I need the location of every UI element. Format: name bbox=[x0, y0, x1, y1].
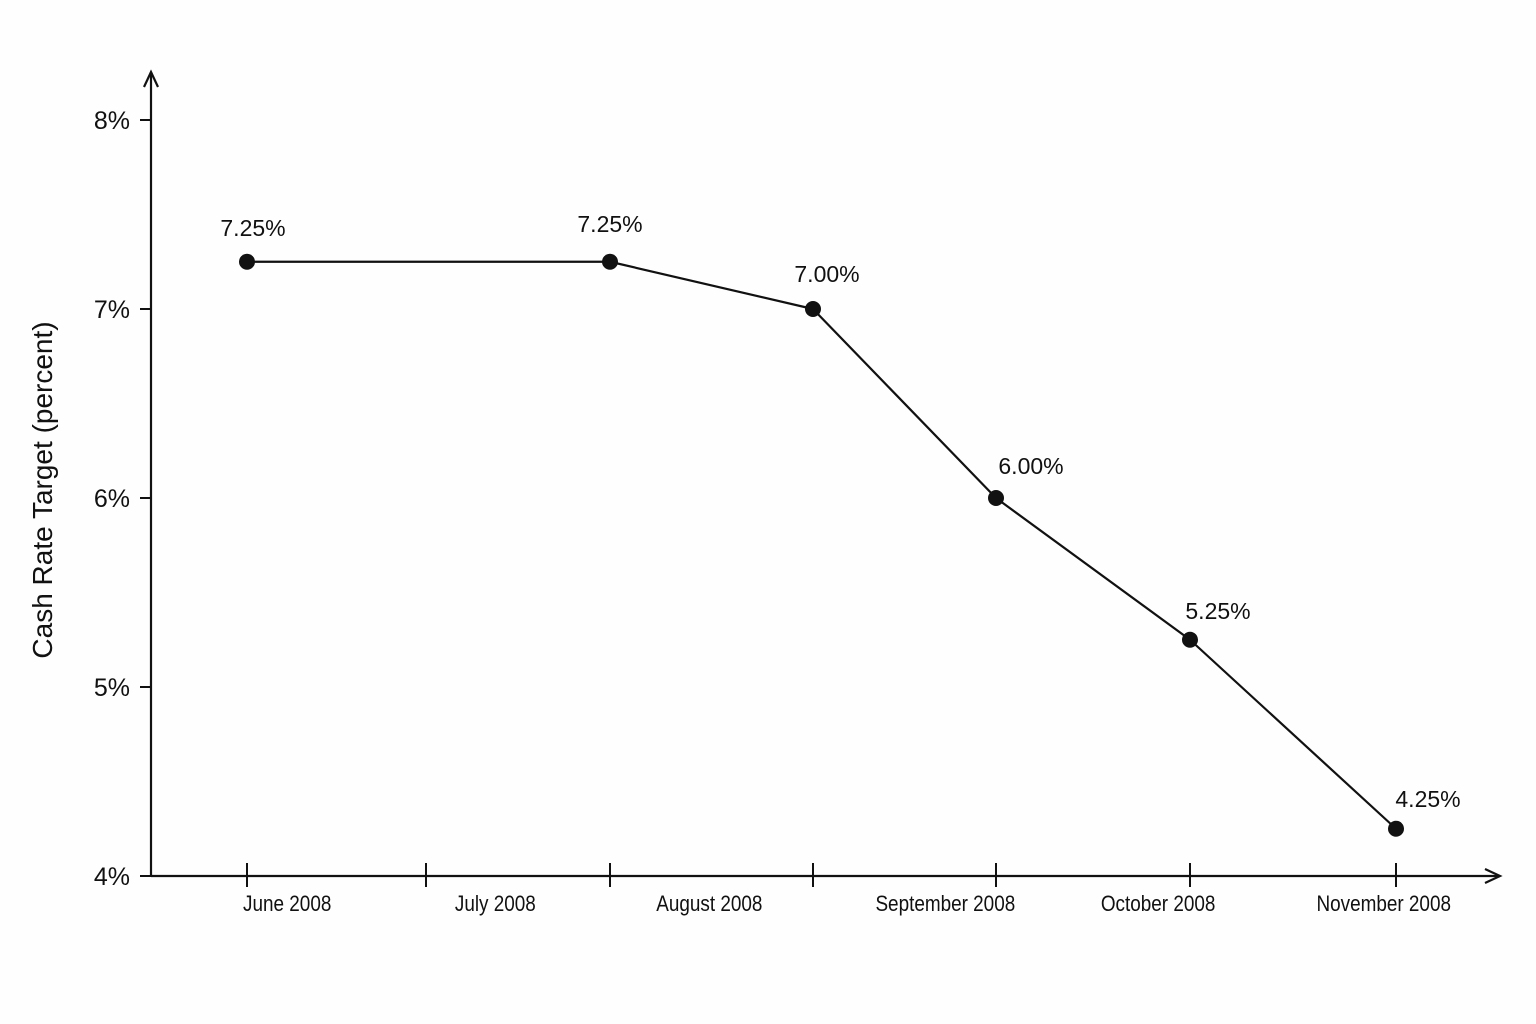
data-point bbox=[1388, 820, 1404, 837]
x-tick-label: November 2008 bbox=[1316, 892, 1451, 917]
x-tick-label: July 2008 bbox=[455, 892, 536, 917]
data-point bbox=[239, 253, 255, 270]
x-tick-label: September 2008 bbox=[875, 892, 1015, 917]
x-tick-label: June 2008 bbox=[243, 892, 331, 917]
data-point bbox=[602, 253, 618, 270]
x-axis-arrow-icon bbox=[1484, 868, 1503, 884]
x-tick-label: August 2008 bbox=[656, 892, 762, 917]
y-tick-label: 8% bbox=[94, 107, 130, 135]
data-label: 5.25% bbox=[1185, 598, 1250, 624]
y-tick-label: 6% bbox=[94, 485, 130, 513]
data-point bbox=[805, 301, 821, 317]
data-point bbox=[988, 490, 1004, 506]
data-label: 7.25% bbox=[577, 211, 642, 237]
series-line bbox=[247, 260, 1397, 830]
axes bbox=[143, 69, 1503, 884]
y-axis-arrow-icon bbox=[143, 69, 159, 88]
data-label: 7.25% bbox=[220, 215, 285, 241]
series-layer bbox=[239, 253, 1404, 837]
x-tick-label: October 2008 bbox=[1101, 892, 1216, 917]
data-label: 6.00% bbox=[998, 453, 1063, 479]
y-tick-label: 7% bbox=[94, 296, 130, 324]
y-tick-label: 5% bbox=[94, 674, 130, 702]
y-axis-title: Cash Rate Target (percent) bbox=[27, 321, 58, 658]
data-label: 7.00% bbox=[794, 261, 859, 287]
y-tick-label: 4% bbox=[94, 863, 130, 891]
data-point bbox=[1182, 631, 1198, 648]
data-label: 4.25% bbox=[1395, 786, 1460, 812]
data-labels: 7.25% 7.25% 7.00% 6.00% 5.25% 4.25% bbox=[220, 211, 1460, 812]
y-ticks: 4% 5% 6% 7% 8% bbox=[94, 107, 151, 891]
x-ticks: June 2008 July 2008 August 2008 September 2… bbox=[243, 863, 1451, 917]
